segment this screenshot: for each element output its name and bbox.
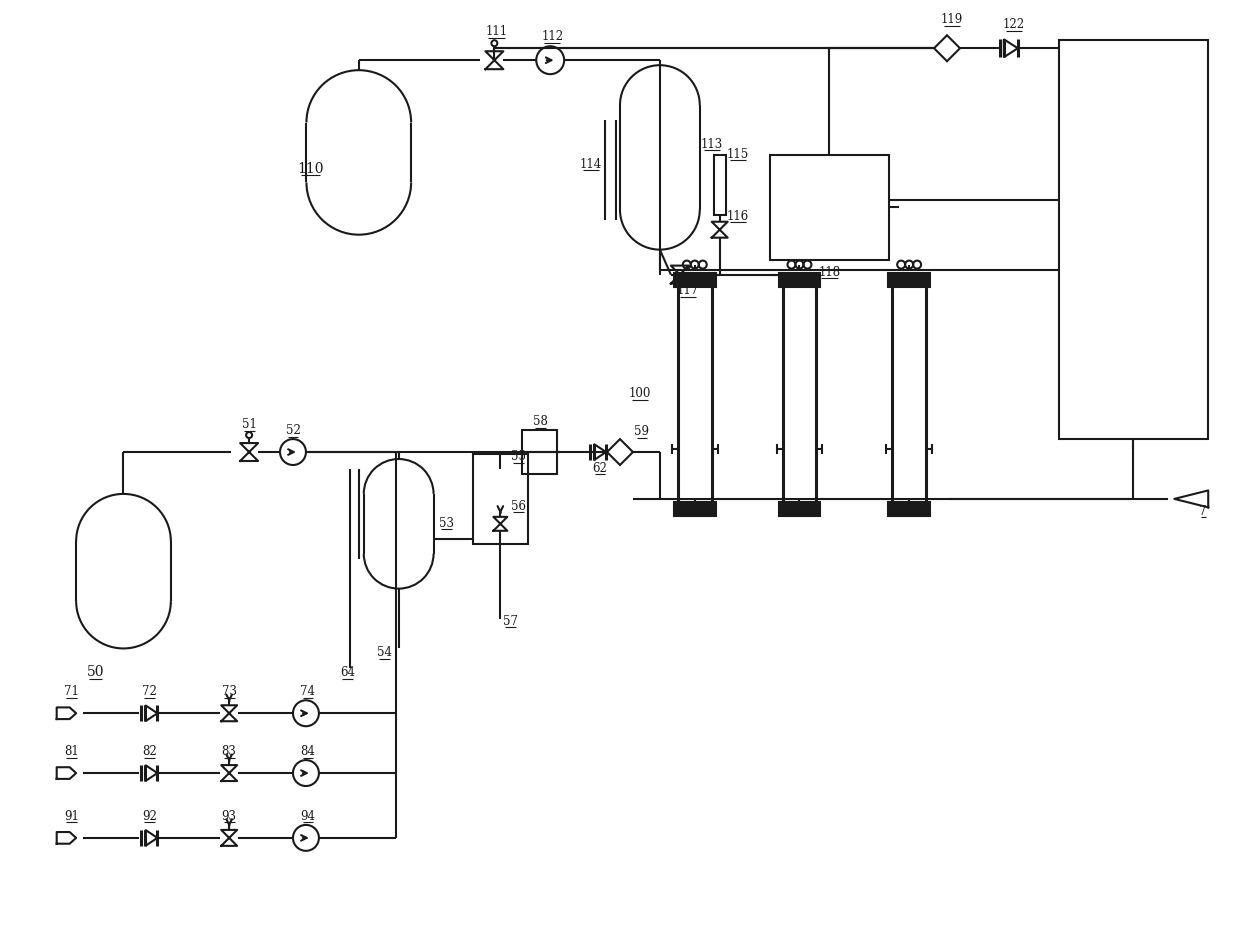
Text: 53: 53: [439, 516, 454, 529]
Circle shape: [293, 825, 319, 851]
Text: 122: 122: [1003, 19, 1025, 32]
Text: 51: 51: [242, 418, 257, 431]
Text: 119: 119: [941, 13, 963, 26]
Text: 113: 113: [701, 138, 723, 151]
Bar: [779, 502, 821, 516]
Bar: [673, 273, 715, 287]
Text: 54: 54: [377, 646, 392, 659]
Bar: [714, 156, 725, 215]
Text: 91: 91: [64, 809, 79, 822]
Text: 73: 73: [222, 684, 237, 697]
Text: 64: 64: [340, 666, 356, 679]
Text: 7: 7: [1199, 504, 1207, 517]
Text: 50: 50: [87, 665, 104, 679]
Bar: [673, 502, 715, 516]
Bar: [522, 431, 557, 475]
Bar: [893, 286, 926, 504]
Text: 81: 81: [64, 744, 79, 757]
Text: 112: 112: [541, 31, 563, 44]
Text: 52: 52: [285, 424, 300, 437]
Bar: [474, 454, 528, 544]
Bar: [782, 286, 816, 504]
Text: 59: 59: [635, 425, 650, 438]
Text: 58: 58: [533, 414, 548, 427]
Text: 55: 55: [511, 450, 526, 463]
Bar: [779, 273, 821, 287]
Text: 57: 57: [503, 614, 518, 627]
Text: 118: 118: [818, 265, 841, 278]
Circle shape: [293, 701, 319, 727]
Text: 100: 100: [629, 387, 651, 400]
Circle shape: [536, 47, 564, 75]
Bar: [678, 286, 712, 504]
Text: 56: 56: [511, 500, 526, 513]
Text: 84: 84: [300, 744, 315, 757]
Text: 74: 74: [300, 684, 315, 697]
Text: 110: 110: [298, 161, 324, 176]
Text: 117: 117: [677, 285, 699, 298]
Text: 115: 115: [727, 147, 749, 160]
Text: 62: 62: [593, 462, 608, 475]
Circle shape: [246, 433, 252, 438]
Text: 72: 72: [141, 684, 156, 697]
Text: 71: 71: [64, 684, 79, 697]
Bar: [888, 273, 930, 287]
Text: 111: 111: [485, 25, 507, 38]
Text: 92: 92: [141, 809, 156, 822]
Text: 93: 93: [222, 809, 237, 822]
Text: 116: 116: [727, 210, 749, 222]
Text: 94: 94: [300, 809, 315, 822]
Bar: [770, 156, 889, 260]
Text: 114: 114: [580, 158, 603, 171]
Bar: [888, 502, 930, 516]
Text: 82: 82: [143, 744, 156, 757]
Circle shape: [280, 439, 306, 465]
Circle shape: [491, 41, 497, 47]
Bar: [1059, 41, 1208, 439]
Text: 83: 83: [222, 744, 237, 757]
Circle shape: [293, 760, 319, 786]
